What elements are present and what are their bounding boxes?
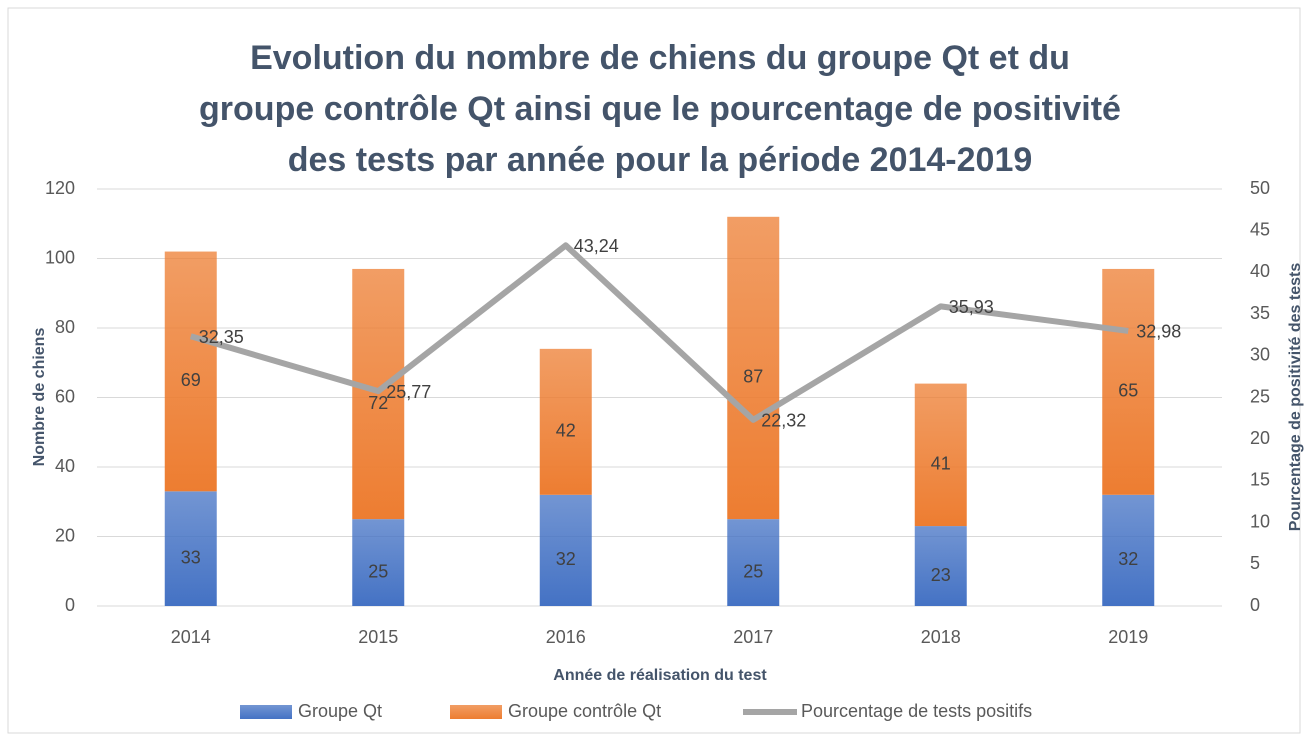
chart-title: Evolution du nombre de chiens du groupe … [250, 39, 1070, 77]
y-tick-label: 0 [65, 595, 75, 615]
x-tick-label: 2017 [733, 627, 773, 647]
x-tick-label: 2019 [1108, 627, 1148, 647]
line-data-label: 22,32 [761, 411, 806, 431]
y-tick-label: 20 [55, 525, 75, 545]
y2-tick-label: 25 [1250, 386, 1270, 406]
bar-segment [539, 494, 592, 606]
y2-tick-label: 30 [1250, 345, 1270, 365]
bar-segment [352, 519, 405, 606]
bar-segment [164, 251, 217, 492]
line-data-label: 35,93 [949, 297, 994, 317]
bar-segment [727, 216, 780, 520]
line-series [189, 242, 1129, 423]
y-axis-title: Nombre de chiens [31, 328, 48, 467]
x-tick-label: 2015 [358, 627, 398, 647]
data-label: 69 [181, 370, 201, 390]
chart-title: des tests par année pour la période 2014… [288, 141, 1033, 179]
bar-segment [727, 519, 780, 606]
legend-swatch [240, 705, 292, 719]
y2-axis-title: Pourcentage de positivité des tests [1287, 263, 1304, 532]
y2-tick-label: 20 [1250, 428, 1270, 448]
y2-tick-label: 35 [1250, 303, 1270, 323]
data-label: 87 [743, 367, 763, 387]
data-label: 33 [181, 547, 201, 567]
data-label: 65 [1118, 381, 1138, 401]
y-tick-label: 60 [55, 386, 75, 406]
y-tick-label: 100 [45, 247, 75, 267]
bar-segment [1102, 268, 1155, 495]
data-label: 32 [1118, 549, 1138, 569]
y2-tick-label: 0 [1250, 595, 1260, 615]
x-tick-label: 2016 [546, 627, 586, 647]
x-tick-label: 2014 [171, 627, 211, 647]
legend-swatch [450, 705, 502, 719]
line-data-label: 25,77 [386, 382, 431, 402]
y2-tick-label: 10 [1250, 511, 1270, 531]
data-label: 42 [556, 421, 576, 441]
data-label: 72 [368, 393, 388, 413]
data-label: 25 [368, 561, 388, 581]
y2-tick-label: 50 [1250, 178, 1270, 198]
data-label: 23 [931, 565, 951, 585]
x-axis-title: Année de réalisation du test [553, 667, 767, 684]
y2-tick-label: 15 [1250, 470, 1270, 490]
bar-segment [1102, 494, 1155, 606]
line-data-label: 43,24 [574, 236, 619, 256]
bar-segment [539, 348, 592, 495]
y-tick-label: 120 [45, 178, 75, 198]
x-tick-label: 2018 [921, 627, 961, 647]
data-label: 41 [931, 454, 951, 474]
y2-tick-label: 40 [1250, 261, 1270, 281]
bar-segment [914, 383, 967, 527]
line-data-label: 32,98 [1136, 322, 1181, 342]
legend-label: Groupe Qt [298, 701, 382, 721]
data-label: 32 [556, 549, 576, 569]
chart-frame [7, 7, 1301, 734]
data-label: 25 [743, 561, 763, 581]
y-tick-label: 40 [55, 456, 75, 476]
y2-tick-label: 5 [1250, 553, 1260, 573]
line-data-label: 32,35 [199, 327, 244, 347]
y-tick-label: 80 [55, 317, 75, 337]
bar-segment [914, 526, 967, 606]
y2-tick-label: 45 [1250, 219, 1270, 239]
bar-segment [164, 491, 217, 606]
legend-label: Groupe contrôle Qt [508, 701, 661, 721]
legend-label: Pourcentage de tests positifs [801, 701, 1032, 721]
chart-title: groupe contrôle Qt ainsi que le pourcent… [199, 90, 1121, 128]
